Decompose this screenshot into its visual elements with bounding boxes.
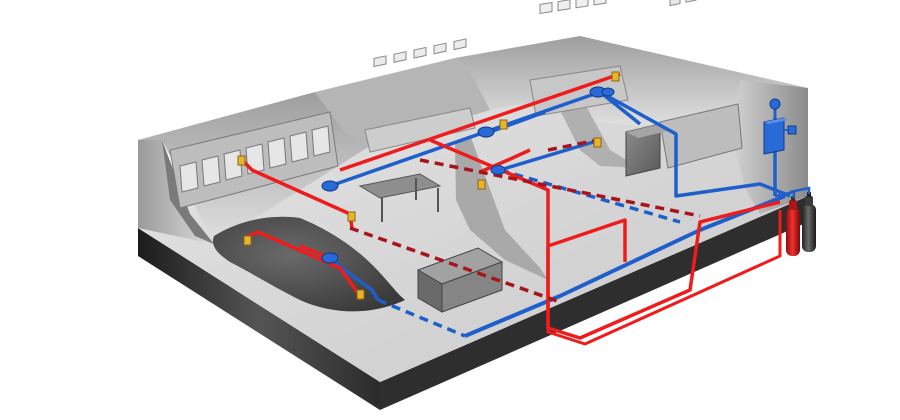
building-shell	[138, 36, 808, 410]
heat-detector-icon	[321, 252, 339, 264]
server-cabinets-right	[659, 0, 743, 169]
workbench	[358, 173, 442, 222]
control-panel-icon	[763, 98, 797, 155]
server-cabinets-middle	[364, 38, 476, 153]
floor-pit	[212, 216, 405, 312]
back-wall-middle	[315, 58, 490, 146]
partition-wall-1	[455, 135, 548, 280]
heat-detectors	[321, 86, 615, 264]
heat-detector-icon	[321, 180, 339, 192]
server-cabinets-left	[169, 111, 339, 209]
discharge-nozzle-icon	[593, 137, 602, 148]
equipment-box-right	[625, 123, 672, 177]
partition-wall-2	[560, 104, 640, 168]
discharge-nozzle-icon	[356, 289, 365, 300]
discharge-nozzles	[237, 71, 620, 300]
discharge-nozzle-icon	[477, 179, 486, 190]
equipment-box-floor	[416, 247, 504, 313]
discharge-nozzle-icon	[237, 155, 246, 166]
discharge-nozzle-icon	[499, 119, 508, 130]
heat-detector-icon	[477, 126, 495, 138]
fire-extinguishing-cylinders	[774, 186, 816, 256]
left-wall-shadow	[162, 140, 214, 244]
discharge-nozzle-icon	[243, 235, 252, 246]
heat-detector-icon	[601, 87, 615, 97]
fire-extinguishing-cylinder-icon	[802, 192, 816, 252]
discharge-nozzle-icon	[611, 71, 620, 82]
fire-extinguishing-cylinder-icon	[786, 196, 800, 256]
slab-edge-right	[380, 196, 808, 410]
supply-piping	[238, 72, 782, 346]
slab-edge-front	[138, 228, 380, 410]
discharge-nozzle-icon	[347, 211, 356, 222]
heat-detector-icon	[490, 165, 506, 175]
